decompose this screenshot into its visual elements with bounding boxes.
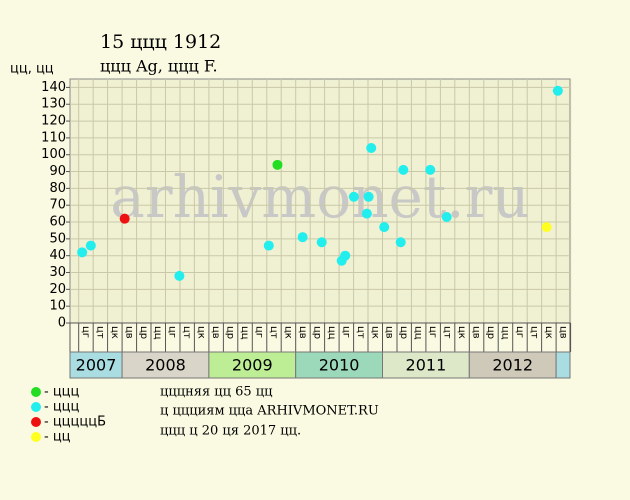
period-label: цт (355, 326, 366, 339)
year-label: 2008 (145, 356, 186, 375)
period-label: цц (326, 326, 337, 340)
period-label: цк (369, 326, 380, 339)
point (340, 250, 351, 261)
legend-label: - цц (44, 430, 71, 445)
y-tick-label: 50 (49, 231, 66, 246)
period-label: цг (427, 326, 438, 338)
period-label: цр (138, 326, 149, 339)
legend-label: - цццццБ (44, 415, 106, 430)
period-label: цц (239, 326, 250, 340)
year-label: 2009 (232, 356, 273, 375)
point (425, 164, 436, 175)
period-label: цр (311, 326, 322, 339)
subtitle: ццц Ag, ццц F. (100, 57, 218, 76)
point (395, 237, 406, 248)
period-label: цц (152, 326, 163, 340)
y-tick-label: 60 (49, 215, 66, 230)
point (119, 213, 130, 224)
period-label: цв (210, 326, 221, 339)
period-label: цц (499, 326, 510, 340)
point (174, 270, 185, 281)
period-label: цр (398, 326, 409, 339)
point (272, 159, 283, 170)
year-band (382, 351, 470, 379)
period-label: цк (282, 326, 293, 339)
point (552, 85, 563, 96)
period-label: цт (181, 326, 192, 339)
point (379, 222, 390, 233)
period-label: цв (384, 326, 395, 339)
legend-label: - ццц (44, 400, 80, 415)
y-tick-label: 40 (49, 248, 66, 263)
period-label: цц (413, 326, 424, 340)
point (316, 237, 327, 248)
period-label: цг (340, 326, 351, 338)
watermark: arhivmonet.ru (110, 163, 529, 231)
legend-marker (31, 387, 41, 397)
point (441, 211, 452, 222)
note: ц ццциям цца ARHIVMONET.RU (160, 404, 379, 419)
period-label: цт (94, 326, 105, 339)
y-tick-label: 120 (41, 114, 66, 129)
period-label: цт (442, 326, 453, 339)
point (363, 191, 374, 202)
legend-marker (31, 402, 41, 412)
year-band (295, 351, 384, 379)
year-band (555, 351, 571, 379)
period-label: цт (528, 326, 539, 339)
y-tick-label: 0 (58, 316, 66, 331)
period-label: цт (268, 326, 279, 339)
y-tick-label: 80 (49, 181, 66, 196)
legend-marker (31, 417, 41, 427)
period-label: цр (225, 326, 236, 339)
period-label: цк (109, 326, 120, 339)
year-band (69, 351, 123, 379)
year-label: 2010 (319, 356, 360, 375)
year-label: 2007 (76, 356, 117, 375)
y-tick-label: 110 (41, 130, 66, 145)
y-tick-label: 70 (49, 198, 66, 213)
period-label: цк (543, 326, 554, 339)
chart-title: 15 ццц 1912 (100, 31, 221, 53)
period-label: цв (297, 326, 308, 339)
point (297, 232, 308, 243)
period-label: цв (123, 326, 134, 339)
period-label: цв (471, 326, 482, 339)
point (263, 240, 274, 251)
y-tick-label: 100 (41, 147, 66, 162)
year-band (121, 351, 210, 379)
legend-label: - ццц (44, 385, 80, 400)
point (361, 208, 372, 219)
period-label: цг (167, 326, 178, 338)
y-tick-label: 30 (49, 265, 66, 280)
period-label: цг (254, 326, 265, 338)
y-tick-label: 20 (49, 282, 66, 297)
year-band (208, 351, 297, 379)
period-label: цк (456, 326, 467, 339)
year-label: 2011 (406, 356, 447, 375)
point (398, 164, 409, 175)
period-label: цг (514, 326, 525, 338)
note: ццц ц 20 ця 2017 цц. (160, 424, 301, 439)
point (348, 191, 359, 202)
point (77, 247, 88, 258)
y-axis-label: цц, цц (10, 62, 54, 77)
legend-marker (31, 432, 41, 442)
y-tick-label: 10 (49, 299, 66, 314)
year-label: 2012 (492, 356, 533, 375)
plot-area (69, 78, 571, 324)
point (541, 222, 552, 233)
period-label: цр (485, 326, 496, 339)
period-label: цг (80, 326, 91, 338)
point (366, 142, 377, 153)
period-label: цк (196, 326, 207, 339)
y-tick-label: 90 (49, 164, 66, 179)
point (85, 240, 96, 251)
y-tick-label: 140 (41, 80, 66, 95)
y-tick-label: 130 (41, 97, 66, 112)
note: цццняя цц 65 цц (160, 385, 273, 400)
period-label: цв (557, 326, 568, 339)
